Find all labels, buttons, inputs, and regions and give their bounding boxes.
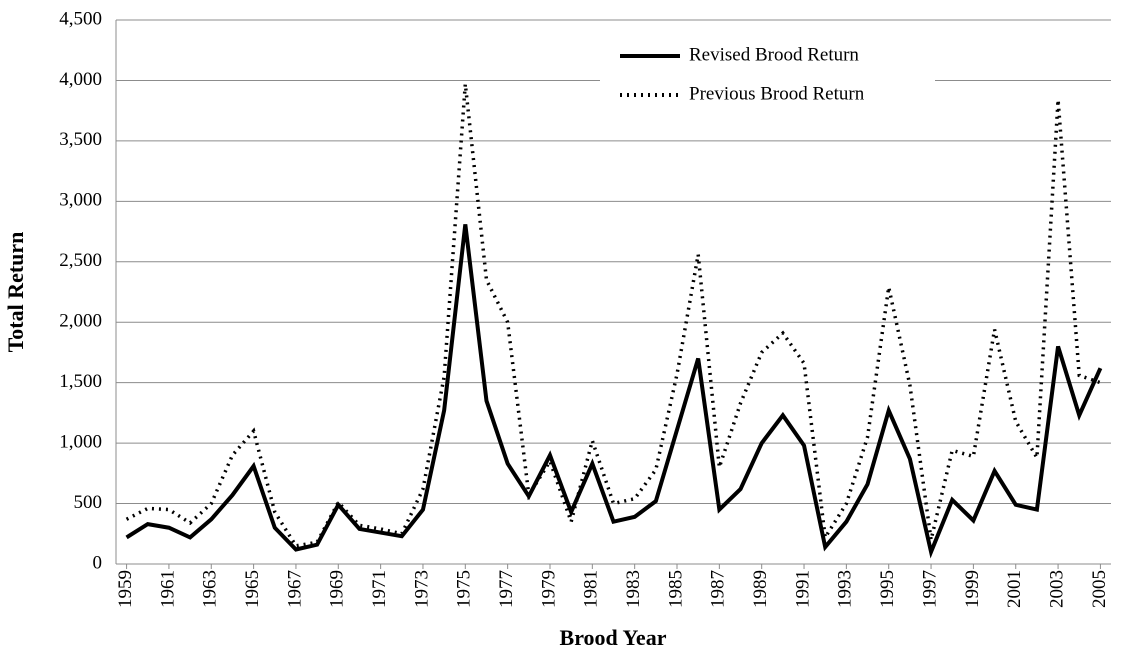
- x-tick-label: 1969: [327, 570, 348, 608]
- x-tick-label: 1989: [750, 570, 771, 608]
- legend-label: Previous Brood Return: [689, 83, 865, 104]
- x-tick-label: 2003: [1046, 570, 1067, 608]
- x-tick-label: 1999: [962, 570, 983, 608]
- x-tick-label: 1961: [157, 570, 178, 608]
- x-tick-label: 1967: [284, 570, 305, 608]
- x-tick-label: 1973: [411, 570, 432, 608]
- x-tick-label: 1981: [581, 570, 602, 608]
- x-tick-label: 2001: [1004, 570, 1025, 608]
- y-axis-title: Total Return: [3, 232, 28, 353]
- y-tick-label: 1,500: [59, 371, 102, 392]
- y-tick-label: 4,500: [59, 8, 102, 29]
- x-tick-label: 1965: [242, 570, 263, 608]
- y-tick-label: 3,500: [59, 129, 102, 150]
- x-tick-label: 1983: [623, 570, 644, 608]
- series-line: [125, 83, 1101, 548]
- x-tick-label: 1987: [708, 570, 729, 608]
- y-tick-label: 4,000: [59, 69, 102, 90]
- x-tick-label: 1979: [538, 570, 559, 608]
- y-tick-label: 3,000: [59, 190, 102, 211]
- x-tick-label: 1975: [454, 570, 475, 608]
- x-tick-label: 1993: [835, 570, 856, 608]
- x-tick-label: 1991: [792, 570, 813, 608]
- x-tick-label: 1959: [115, 570, 136, 608]
- legend-box: [600, 36, 935, 112]
- x-tick-label: 1977: [496, 570, 517, 608]
- legend-label: Revised Brood Return: [689, 44, 859, 65]
- y-tick-label: 2,500: [59, 250, 102, 271]
- series-line: [125, 224, 1103, 559]
- x-tick-label: 1997: [919, 570, 940, 608]
- x-tick-label: 2005: [1089, 570, 1110, 608]
- x-tick-label: 1971: [369, 570, 390, 608]
- x-axis-title: Brood Year: [560, 625, 667, 650]
- y-tick-label: 500: [74, 492, 103, 513]
- x-tick-label: 1985: [665, 570, 686, 608]
- y-tick-label: 2,000: [59, 311, 102, 332]
- x-tick-label: 1963: [200, 570, 221, 608]
- legend: Revised Brood Return Previous Brood Retur…: [600, 36, 935, 112]
- y-tick-label: 0: [93, 552, 103, 573]
- y-tick-label: 1,000: [59, 431, 102, 452]
- x-tick-label: 1995: [877, 570, 898, 608]
